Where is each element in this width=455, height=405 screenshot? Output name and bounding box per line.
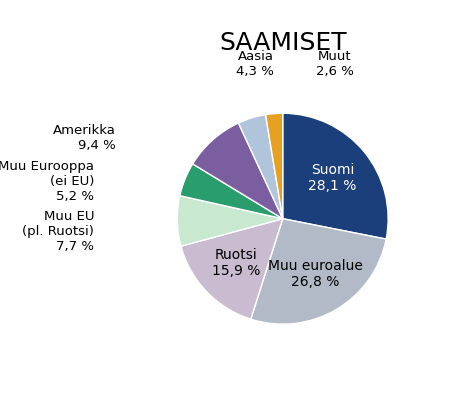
Text: Muu euroalue
26,8 %: Muu euroalue 26,8 % [268,259,362,289]
Text: Ruotsi
15,9 %: Ruotsi 15,9 % [212,248,260,278]
Text: Muu Eurooppa
(ei EU)
5,2 %: Muu Eurooppa (ei EU) 5,2 % [0,160,94,203]
Text: Suomi
28,1 %: Suomi 28,1 % [308,163,356,193]
Wedge shape [177,196,282,246]
Title: SAAMISET: SAAMISET [218,31,346,55]
Text: Aasia
4,3 %: Aasia 4,3 % [236,50,274,78]
Text: Muut
2,6 %: Muut 2,6 % [315,50,353,78]
Wedge shape [179,164,282,219]
Wedge shape [265,113,282,219]
Wedge shape [282,113,387,239]
Wedge shape [238,115,282,219]
Text: Muu EU
(pl. Ruotsi)
7,7 %: Muu EU (pl. Ruotsi) 7,7 % [22,210,94,253]
Wedge shape [250,219,385,324]
Text: Amerikka
9,4 %: Amerikka 9,4 % [52,124,115,152]
Wedge shape [181,219,282,319]
Wedge shape [192,123,282,219]
